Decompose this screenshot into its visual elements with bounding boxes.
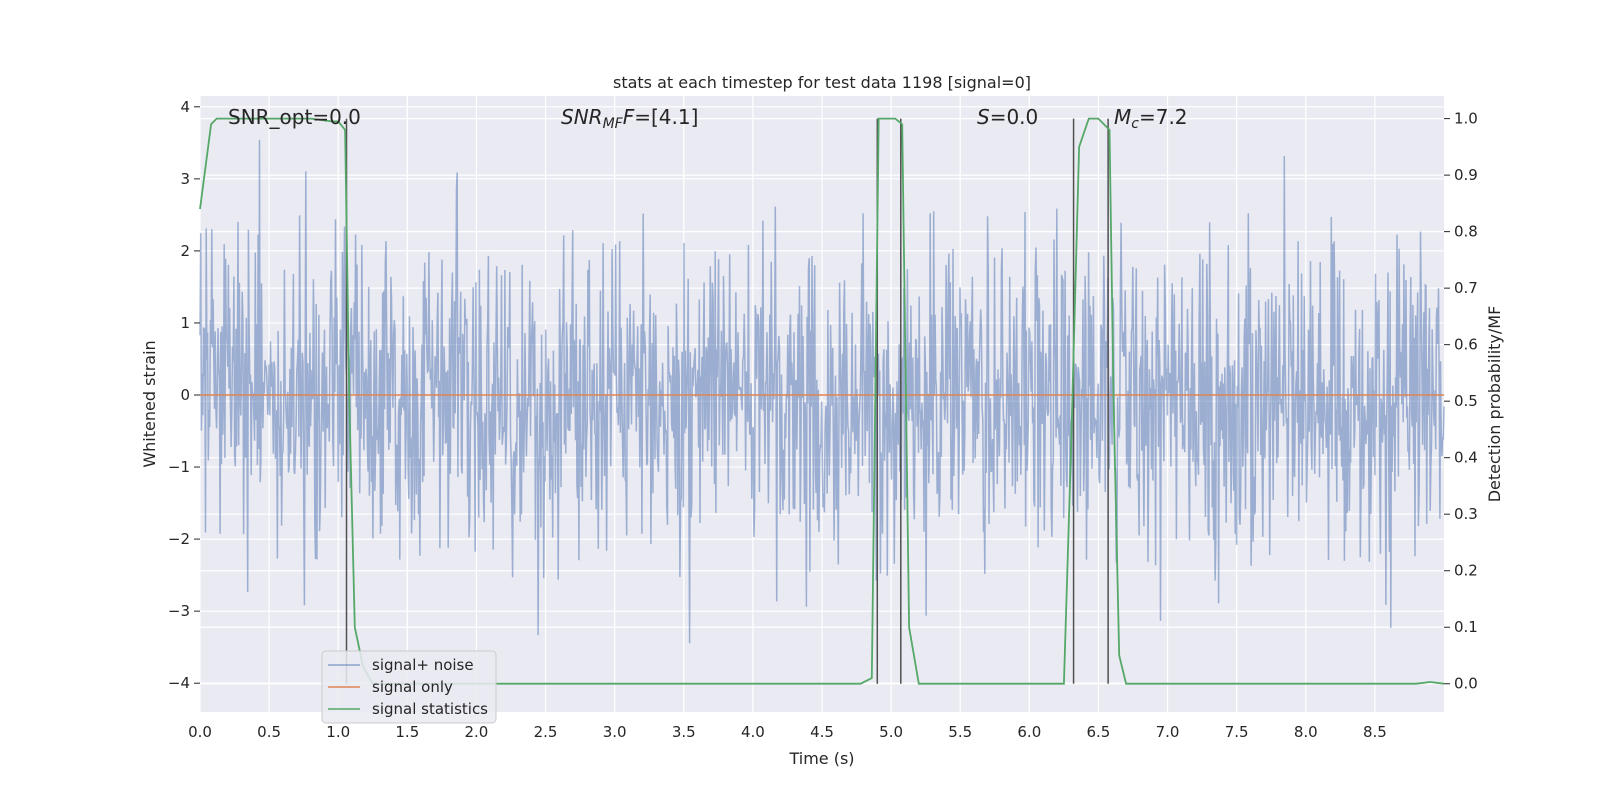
y-left-axis-ticks: −4 −3 −2 −1 0 1 2 3 4: [168, 98, 200, 692]
x-axis-ticks: 0.0 0.5 1.0 1.5 2.0 2.5 3.0 3.5 4.0 4.5 5.0 5.5 6.0 6…: [188, 723, 1387, 741]
y-left-tick-label-3: −1: [168, 458, 190, 476]
series-signal-statistics-line: [199, 117, 1445, 685]
chart-title: stats at each timestep for test data 119…: [613, 73, 1031, 92]
y-right-axis-ticks: 0.0 0.1 0.2 0.3 0.4 0.5 0.6 0.7 0.8 0.9 1.0: [1444, 110, 1478, 693]
legend-label-signal-only: signal only: [372, 678, 453, 696]
series-signal-noise-line: [199, 139, 1445, 644]
x-tick-label-16: 8.0: [1294, 723, 1318, 741]
y-left-tick-label-2: −2: [168, 530, 190, 548]
x-tick-label-15: 7.5: [1225, 723, 1249, 741]
y-right-axis-label: Detection probability/MF: [1485, 306, 1504, 503]
y-right-tick-label-1: 0.1: [1454, 618, 1478, 636]
annotation-mc-sub: c: [1131, 116, 1139, 132]
x-tick-label-13: 6.5: [1087, 723, 1111, 741]
annotation-mc: Mc=7.2: [1114, 105, 1188, 132]
x-tick-label-4: 2.0: [465, 723, 489, 741]
x-tick-label-5: 2.5: [534, 723, 558, 741]
annotation-mc-rest: =7.2: [1139, 105, 1188, 129]
y-left-tick-label-4: 0: [180, 386, 190, 404]
legend: signal+ noise signal only signal statist…: [321, 650, 497, 724]
y-right-tick-label-6: 0.6: [1454, 336, 1478, 354]
x-tick-label-14: 7.0: [1156, 723, 1180, 741]
x-tick-label-10: 5.0: [879, 723, 903, 741]
annotation-s-rest: =0.0: [990, 105, 1039, 129]
y-left-tick-label-7: 3: [180, 170, 190, 188]
x-tick-label-6: 3.0: [603, 723, 627, 741]
x-tick-label-2: 1.0: [326, 723, 350, 741]
y-left-tick-label-5: 1: [180, 314, 190, 332]
y-right-tick-label-10: 1.0: [1454, 110, 1478, 128]
annotation-snr-mf-rest: =[4.1]: [634, 105, 698, 129]
x-tick-label-0: 0.0: [188, 723, 212, 741]
annotation-snr-mf: SNRMFF=[4.1]: [561, 105, 698, 132]
y-left-axis-label: Whitened strain: [140, 340, 159, 467]
y-right-tick-label-8: 0.8: [1454, 223, 1478, 241]
x-tick-label-11: 5.5: [948, 723, 972, 741]
y-right-tick-label-3: 0.3: [1454, 505, 1478, 523]
y-left-tick-label-6: 2: [180, 242, 190, 260]
annotation-s-base: S: [977, 105, 990, 129]
y-right-tick-label-5: 0.5: [1454, 392, 1478, 410]
y-left-tick-label-1: −3: [168, 602, 190, 620]
annotation-s: S=0.0: [977, 105, 1038, 129]
y-left-tick-label-8: 4: [180, 98, 190, 116]
series-signal-noise: [199, 139, 1445, 644]
y-right-tick-label-9: 0.9: [1454, 166, 1478, 184]
series-signal-statistics: [199, 117, 1445, 685]
x-tick-label-8: 4.0: [741, 723, 765, 741]
legend-box: [321, 650, 497, 724]
x-tick-label-12: 6.0: [1017, 723, 1041, 741]
x-tick-label-9: 4.5: [810, 723, 834, 741]
annotation-snr-mf-f: F: [623, 105, 635, 129]
annotation-snr-mf-sub: MF: [603, 116, 624, 132]
y-right-tick-label-2: 0.2: [1454, 562, 1478, 580]
annotation-snr-mf-base: SNR: [561, 105, 603, 129]
x-tick-label-7: 3.5: [672, 723, 696, 741]
annotation-mc-base: M: [1114, 105, 1131, 129]
y-right-tick-label-0: 0.0: [1454, 675, 1478, 693]
legend-label-signal-noise: signal+ noise: [372, 656, 474, 674]
x-tick-label-1: 0.5: [257, 723, 281, 741]
x-tick-label-17: 8.5: [1363, 723, 1387, 741]
y-right-tick-label-4: 0.4: [1454, 449, 1478, 467]
legend-label-signal-statistics: signal statistics: [372, 700, 488, 718]
x-axis-label: Time (s): [788, 749, 854, 768]
annotation-snr-opt: SNR_opt=0.0: [228, 105, 361, 129]
y-left-tick-label-0: −4: [168, 674, 190, 692]
y-right-tick-label-7: 0.7: [1454, 279, 1478, 297]
x-tick-label-3: 1.5: [395, 723, 419, 741]
